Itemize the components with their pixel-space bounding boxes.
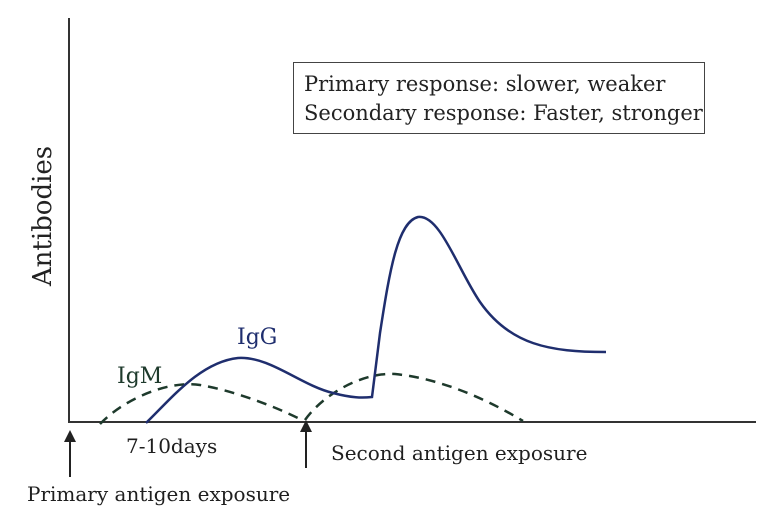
igm-label: IgM: [117, 364, 163, 389]
igm-secondary-curve: [303, 372, 524, 423]
igg-label: IgG: [237, 325, 278, 350]
igg-curve: [145, 215, 607, 424]
primary-exposure-label: Primary antigen exposure: [27, 482, 291, 506]
lag-time-label: 7-10days: [126, 434, 218, 458]
igm-primary-curve: [99, 382, 303, 425]
legend-secondary-text: Secondary response: Faster, stronger: [304, 101, 703, 125]
second-exposure-arrow: [300, 420, 312, 468]
y-axis-label: Antibodies: [28, 145, 58, 287]
legend-primary-text: Primary response: slower, weaker: [304, 72, 666, 96]
second-exposure-label: Second antigen exposure: [331, 441, 588, 465]
legend-box: Primary response: slower, weaker Seconda…: [293, 62, 705, 134]
primary-exposure-arrow: [64, 430, 76, 477]
